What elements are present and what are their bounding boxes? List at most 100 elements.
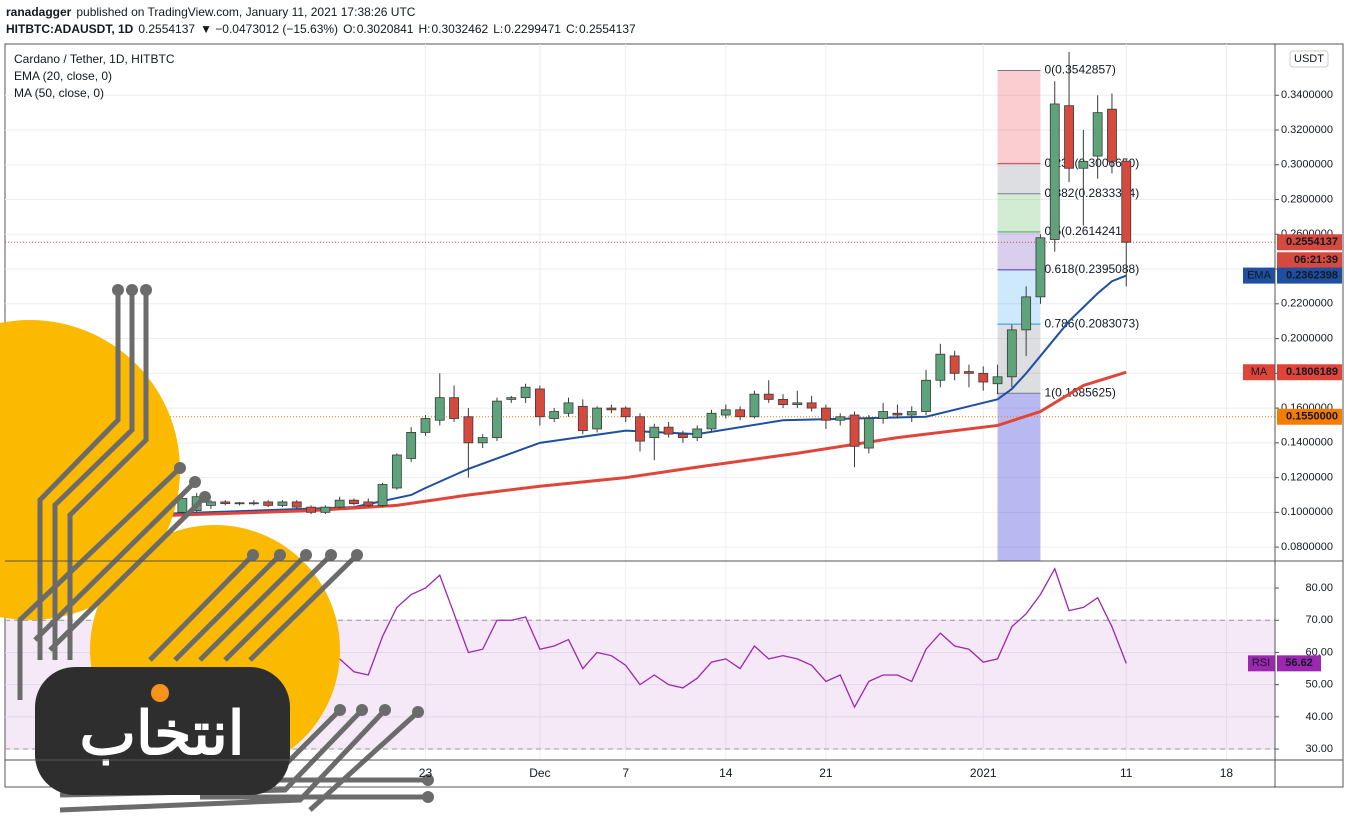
candle-body: [964, 371, 974, 374]
candle-body: [821, 407, 831, 421]
candle-body: [949, 355, 960, 374]
candle-body: [1107, 108, 1117, 162]
candle-body: [921, 379, 931, 412]
candle-body: [692, 428, 703, 439]
legend-entry: EMA (20, close, 0): [14, 69, 112, 83]
candle-body: [277, 501, 288, 506]
candle-body: [663, 426, 674, 435]
tag: MA: [1251, 366, 1268, 378]
y-tick-label: 0.1200000: [1281, 471, 1333, 483]
header-text: C:: [566, 22, 578, 36]
header-text: H:: [418, 22, 430, 36]
y-tick-label: 0.2800000: [1281, 193, 1333, 205]
logo-text: انتخاب: [80, 700, 245, 767]
candle-body: [706, 412, 717, 430]
candle-body: [577, 405, 588, 432]
y-tick-label: 30.00: [1305, 743, 1333, 755]
candle-body: [992, 376, 1003, 385]
candle-body: [606, 407, 617, 411]
candle-body: [620, 407, 631, 418]
x-tick-label: 14: [719, 766, 733, 780]
candle-body: [248, 502, 259, 505]
candle-body: [1021, 296, 1032, 331]
candle-body: [806, 402, 817, 409]
candle-body: [263, 501, 274, 506]
candle-body: [720, 409, 731, 416]
plot: 0(0.3542857)0.236(0.3006650)0.382(0.2833…: [5, 51, 1275, 750]
overlay-line: [153, 274, 1127, 516]
header-text: ▼ −0.0473012 (−15.63%): [200, 22, 338, 36]
tag-box: [1248, 655, 1275, 672]
legend-title: Cardano / Tether, 1D, HITBTC: [14, 52, 175, 66]
candle-body: [978, 372, 989, 383]
fib-label: 0(0.3542857): [1044, 63, 1115, 77]
rsi-line: [339, 567, 1127, 709]
candle-body: [935, 353, 946, 381]
candle-body: [892, 412, 903, 416]
fib-zone: [997, 231, 1041, 270]
price-label: 0.1550000: [1286, 411, 1338, 423]
value-label: 56.62: [1285, 657, 1313, 669]
price-label: 0.2362398: [1286, 269, 1338, 281]
y-tick-label: 0.3400000: [1281, 89, 1333, 101]
x-tick-label: 23: [419, 766, 433, 780]
y-tick-label: 0.2200000: [1281, 298, 1333, 310]
price-label: 0.1806189: [1286, 366, 1338, 378]
fib-label: 1(0.1685625): [1044, 385, 1115, 399]
y-tick-label: 40.00: [1305, 711, 1333, 723]
candle-body: [1092, 112, 1103, 157]
y-tick-label: 0.3000000: [1281, 159, 1333, 171]
candle-body: [878, 411, 889, 419]
fib-zone: [997, 324, 1041, 394]
y-tick-label: 80.00: [1305, 582, 1333, 594]
price-label-box: [1277, 364, 1342, 381]
y-tick-label: 0.1400000: [1281, 437, 1333, 449]
candle-body: [735, 409, 746, 418]
fib-zone: [997, 269, 1041, 325]
candle-body: [291, 501, 302, 508]
candle-body: [449, 397, 459, 419]
candle-body: [678, 433, 688, 439]
header-text: HITBTC:ADAUSDT, 1D: [6, 22, 134, 36]
fib-label: 0.618(0.2395088): [1044, 262, 1139, 276]
header-text: 0.2299471: [504, 22, 561, 36]
candle-body: [906, 411, 917, 416]
tag-box: [1243, 364, 1275, 381]
countdown: 06:21:39: [1294, 254, 1338, 266]
currency: USDT: [1294, 53, 1324, 65]
y-tick-label: 0.0800000: [1281, 541, 1333, 553]
candle-body: [420, 418, 431, 433]
x-tick-label: 11: [1120, 766, 1133, 780]
currency-box: [1289, 50, 1329, 68]
candle-body: [391, 454, 402, 489]
value-label-box: [1277, 655, 1321, 672]
y-tick-label: 50.00: [1305, 679, 1333, 691]
candle-body: [563, 402, 574, 414]
candle-body: [849, 414, 860, 447]
candle-body: [377, 484, 388, 506]
candle-body: [1064, 105, 1074, 169]
candle-body: [477, 437, 488, 444]
header-text: ranadagger: [6, 5, 72, 19]
candle-body: [835, 416, 846, 421]
candle-body: [177, 498, 188, 513]
candle-body: [863, 418, 874, 449]
candle-body: [635, 416, 645, 442]
candle-body: [334, 499, 345, 508]
x-tick-label: 21: [819, 766, 833, 780]
header-text: 0.3020841: [357, 22, 414, 36]
candle-body: [206, 501, 216, 506]
logo-dots: [112, 284, 434, 803]
fib-zone: [997, 163, 1041, 194]
header-text: published on TradingView.com, January 11…: [76, 5, 415, 19]
candle-body: [320, 506, 331, 513]
candle-body: [506, 397, 517, 400]
fib-zone: [997, 70, 1041, 164]
fib-zone: [997, 393, 1041, 561]
candle-body: [749, 393, 760, 418]
y-tick-label: 70.00: [1305, 614, 1333, 626]
candle-body: [1006, 329, 1017, 378]
candle-body: [778, 398, 788, 405]
logo-coin: [151, 684, 169, 702]
fib-zone: [997, 193, 1041, 232]
